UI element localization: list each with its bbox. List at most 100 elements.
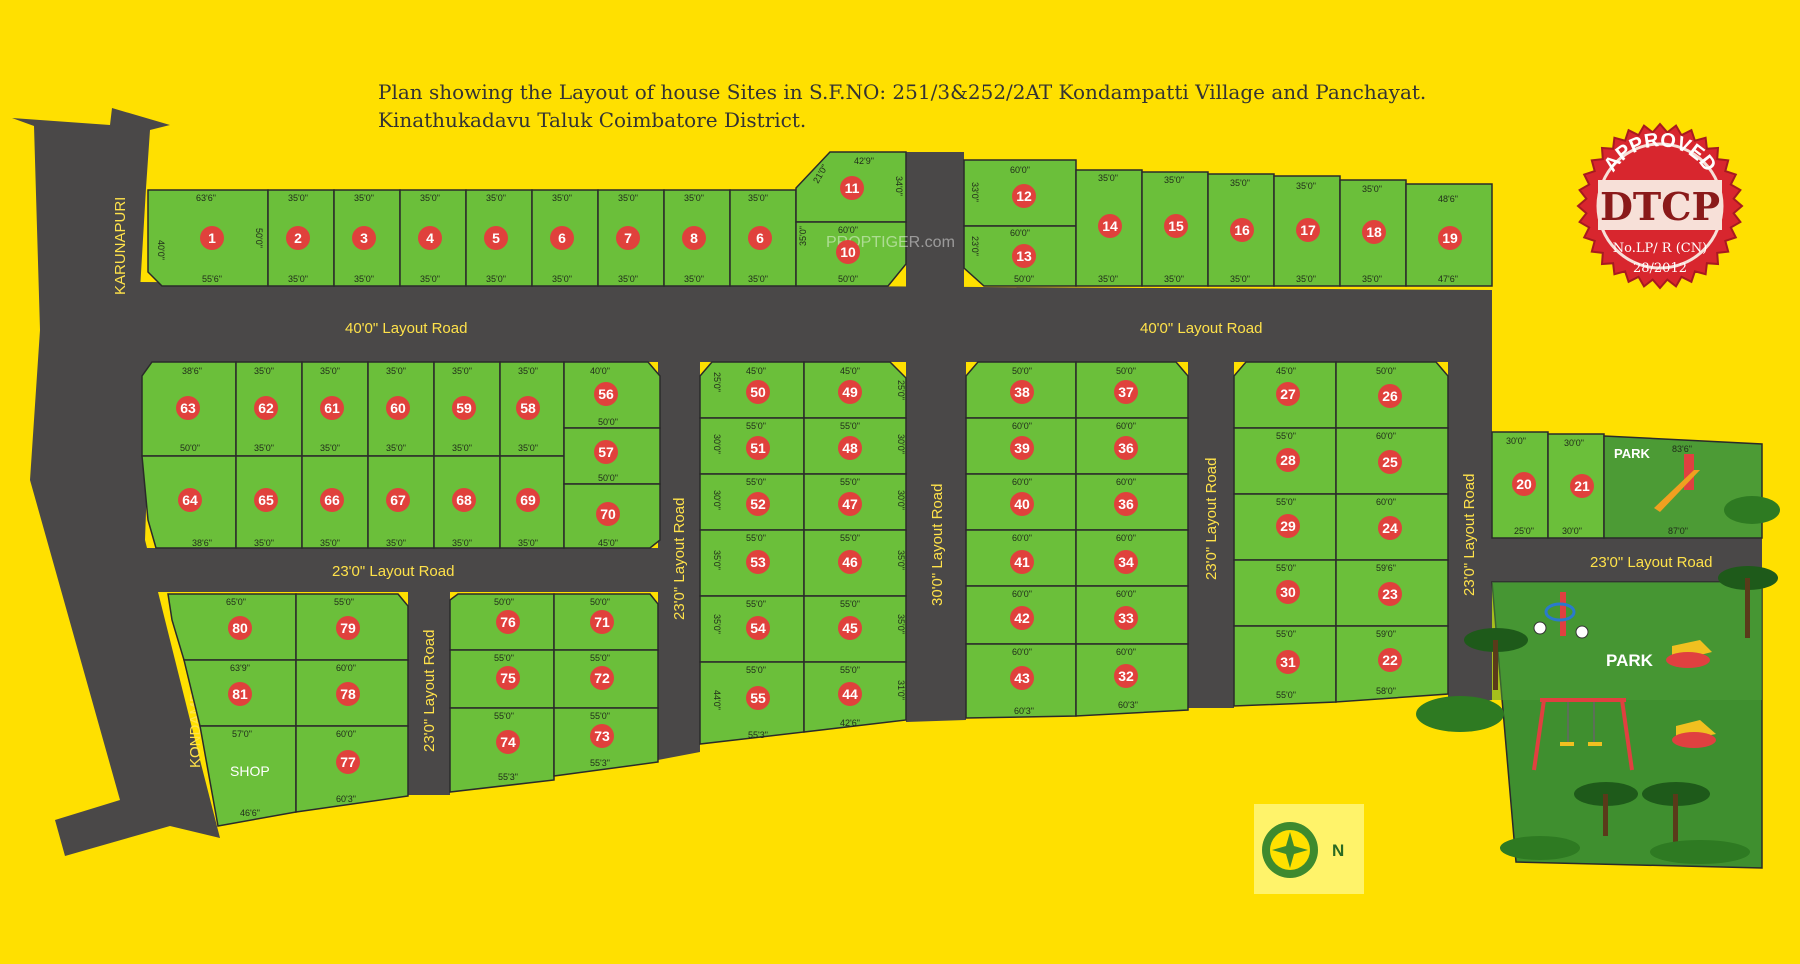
plot-marker-65[interactable]: 65 xyxy=(254,488,278,512)
plot-marker-72[interactable]: 72 xyxy=(590,666,614,690)
plot-marker-74[interactable]: 74 xyxy=(496,730,520,754)
plot-marker-56[interactable]: 56 xyxy=(594,382,618,406)
plot-marker-6[interactable]: 6 xyxy=(550,226,574,250)
plot-68[interactable] xyxy=(433,455,501,549)
plot-marker-7[interactable]: 7 xyxy=(616,226,640,250)
plot-marker-43[interactable]: 43 xyxy=(1010,666,1034,690)
plot-marker-28[interactable]: 28 xyxy=(1276,448,1300,472)
plot-marker-12[interactable]: 12 xyxy=(1012,184,1036,208)
plot-marker-45[interactable]: 45 xyxy=(838,616,862,640)
plot-marker-39[interactable]: 39 xyxy=(1010,436,1034,460)
plot-46[interactable] xyxy=(803,529,907,597)
plot-marker-42[interactable]: 42 xyxy=(1010,606,1034,630)
plot-marker-47[interactable]: 47 xyxy=(838,492,862,516)
plot-marker-46[interactable]: 46 xyxy=(838,550,862,574)
plot-marker-55[interactable]: 55 xyxy=(746,686,770,710)
plot-marker-23[interactable]: 23 xyxy=(1378,582,1402,606)
plot-dimension: 35'0" xyxy=(320,538,340,548)
plot-marker-3[interactable]: 3 xyxy=(352,226,376,250)
plot-dimension: 55'0" xyxy=(1276,431,1296,441)
plot-marker-29[interactable]: 29 xyxy=(1276,514,1300,538)
plot-marker-77[interactable]: 77 xyxy=(336,750,360,774)
plot-marker-57[interactable]: 57 xyxy=(594,440,618,464)
plot-marker-54[interactable]: 54 xyxy=(746,616,770,640)
plot-marker-16[interactable]: 16 xyxy=(1230,218,1254,242)
plot-dimension: 55'6" xyxy=(202,274,222,284)
plot-marker-10[interactable]: 10 xyxy=(836,240,860,264)
plot-78[interactable] xyxy=(295,659,409,727)
plot-marker-64[interactable]: 64 xyxy=(178,488,202,512)
plot-marker-80[interactable]: 80 xyxy=(228,616,252,640)
plot-17[interactable] xyxy=(1273,175,1341,287)
plot-marker-36[interactable]: 36 xyxy=(1114,492,1138,516)
plot-marker-circle xyxy=(1378,450,1402,474)
plot-marker-15[interactable]: 15 xyxy=(1164,214,1188,238)
plot-number: 27 xyxy=(1280,386,1296,402)
plot-marker-50[interactable]: 50 xyxy=(746,380,770,404)
plot-marker-69[interactable]: 69 xyxy=(516,488,540,512)
plot-marker-4[interactable]: 4 xyxy=(418,226,442,250)
plot-marker-53[interactable]: 53 xyxy=(746,550,770,574)
plot-marker-48[interactable]: 48 xyxy=(838,436,862,460)
plot-marker-79[interactable]: 79 xyxy=(336,616,360,640)
plot-marker-circle xyxy=(746,492,770,516)
plot-marker-52[interactable]: 52 xyxy=(746,492,770,516)
plot-marker-26[interactable]: 26 xyxy=(1378,384,1402,408)
plot-dimension: 55'0" xyxy=(746,477,766,487)
plot-dimension: 30'0" xyxy=(1562,526,1582,536)
plot-marker-62[interactable]: 62 xyxy=(254,396,278,420)
plot-marker-70[interactable]: 70 xyxy=(596,502,620,526)
plot-marker-20[interactable]: 20 xyxy=(1512,472,1536,496)
plot-number: 70 xyxy=(600,506,616,522)
plot-marker-25[interactable]: 25 xyxy=(1378,450,1402,474)
plot-marker-73[interactable]: 73 xyxy=(590,724,614,748)
plot-marker-2[interactable]: 2 xyxy=(286,226,310,250)
plot-marker-30[interactable]: 30 xyxy=(1276,580,1300,604)
plot-marker-14[interactable]: 14 xyxy=(1098,214,1122,238)
plot-number: 73 xyxy=(594,728,610,744)
plot-marker-71[interactable]: 71 xyxy=(590,610,614,634)
plot-marker-11[interactable]: 11 xyxy=(840,176,864,200)
plot-marker-68[interactable]: 68 xyxy=(452,488,476,512)
plot-marker-63[interactable]: 63 xyxy=(176,396,200,420)
plot-marker-1[interactable]: 1 xyxy=(200,226,224,250)
plot-marker-21[interactable]: 21 xyxy=(1570,474,1594,498)
plot-dimension: 35'0" xyxy=(288,193,308,203)
plot-marker-32[interactable]: 32 xyxy=(1114,664,1138,688)
plot-marker-6[interactable]: 6 xyxy=(748,226,772,250)
plot-marker-19[interactable]: 19 xyxy=(1438,226,1462,250)
plot-marker-8[interactable]: 8 xyxy=(682,226,706,250)
plot-marker-75[interactable]: 75 xyxy=(496,666,520,690)
plot-number: 75 xyxy=(500,670,516,686)
plot-dimension: 65'0" xyxy=(226,597,246,607)
plot-marker-58[interactable]: 58 xyxy=(516,396,540,420)
plot-marker-36[interactable]: 36 xyxy=(1114,436,1138,460)
plot-marker-27[interactable]: 27 xyxy=(1276,382,1300,406)
plot-marker-31[interactable]: 31 xyxy=(1276,650,1300,674)
plot-marker-22[interactable]: 22 xyxy=(1378,648,1402,672)
plot-marker-13[interactable]: 13 xyxy=(1012,244,1036,268)
plot-marker-17[interactable]: 17 xyxy=(1296,218,1320,242)
plot-marker-18[interactable]: 18 xyxy=(1362,220,1386,244)
plot-marker-41[interactable]: 41 xyxy=(1010,550,1034,574)
plot-marker-34[interactable]: 34 xyxy=(1114,550,1138,574)
plot-marker-67[interactable]: 67 xyxy=(386,488,410,512)
plot-marker-61[interactable]: 61 xyxy=(320,396,344,420)
plot-marker-40[interactable]: 40 xyxy=(1010,492,1034,516)
plot-marker-59[interactable]: 59 xyxy=(452,396,476,420)
plot-marker-38[interactable]: 38 xyxy=(1010,380,1034,404)
plot-marker-76[interactable]: 76 xyxy=(496,610,520,634)
plot-marker-78[interactable]: 78 xyxy=(336,682,360,706)
plot-marker-33[interactable]: 33 xyxy=(1114,606,1138,630)
plot-marker-24[interactable]: 24 xyxy=(1378,516,1402,540)
plot-marker-49[interactable]: 49 xyxy=(838,380,862,404)
plot-marker-60[interactable]: 60 xyxy=(386,396,410,420)
plot-marker-44[interactable]: 44 xyxy=(838,682,862,706)
plot-marker-81[interactable]: 81 xyxy=(228,682,252,706)
road-label-vert-2: 23'0" Layout Road xyxy=(671,498,688,620)
plot-marker-37[interactable]: 37 xyxy=(1114,380,1138,404)
plot-number: 55 xyxy=(750,690,766,706)
plot-marker-5[interactable]: 5 xyxy=(484,226,508,250)
plot-marker-51[interactable]: 51 xyxy=(746,436,770,460)
plot-marker-66[interactable]: 66 xyxy=(320,488,344,512)
